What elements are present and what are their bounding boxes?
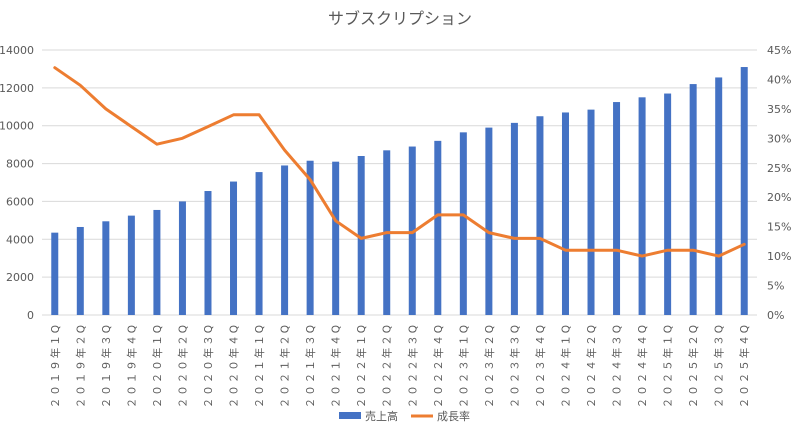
x-tick-label: ２０２１年４Q <box>330 323 343 408</box>
bar <box>127 215 135 315</box>
legend-swatch-sales <box>339 412 361 419</box>
x-tick-label: ２０１９年１Q <box>49 323 62 408</box>
y-left-tick-label: 12000 <box>0 82 34 95</box>
x-tick-label: ２０２２年３Q <box>406 323 419 408</box>
bar <box>638 97 646 315</box>
y-right-tick-label: 30% <box>767 132 791 145</box>
legend-label-growth: 成長率 <box>437 409 470 423</box>
bar <box>76 226 84 315</box>
y-axis-right: 0% 5% 10% 15% 20% 25% 30% 35% 40% 45% <box>767 44 791 322</box>
bar <box>255 172 263 315</box>
y-right-tick-label: 45% <box>767 44 791 57</box>
bar <box>485 127 493 315</box>
gridlines <box>42 49 757 316</box>
y-left-tick-label: 14000 <box>0 44 34 57</box>
x-tick-label: ２０２２年１Q <box>355 323 368 408</box>
bar <box>153 209 161 315</box>
y-left-tick-label: 8000 <box>6 158 34 171</box>
bar <box>408 146 416 315</box>
bar-series <box>51 67 748 316</box>
bar <box>332 161 340 315</box>
bar <box>230 181 238 315</box>
x-tick-label: ２０２５年２Q <box>687 323 700 408</box>
x-tick-label: ２０２４年４Q <box>636 323 649 408</box>
y-right-tick-label: 40% <box>767 73 791 86</box>
x-tick-label: ２０２１年１Q <box>253 323 266 408</box>
bar <box>459 132 467 315</box>
y-left-tick-label: 4000 <box>6 233 34 246</box>
y-right-tick-label: 35% <box>767 103 791 116</box>
bar <box>510 122 518 315</box>
y-right-tick-label: 5% <box>767 280 784 293</box>
bar <box>434 140 442 315</box>
bar <box>51 232 59 315</box>
x-tick-label: ２０２３年１Q <box>457 323 470 408</box>
bar <box>357 156 365 315</box>
x-tick-label: ２０２４年１Q <box>559 323 572 408</box>
y-right-tick-label: 15% <box>767 221 791 234</box>
bar <box>715 77 723 315</box>
bar <box>740 67 748 316</box>
line-series <box>53 66 746 258</box>
y-left-tick-label: 0 <box>27 309 34 322</box>
bar <box>281 165 289 315</box>
x-tick-label: ２０１９年４Q <box>125 323 138 408</box>
x-tick-label: ２０２０年２Q <box>176 323 189 408</box>
y-left-tick-label: 6000 <box>6 195 34 208</box>
x-tick-label: ２０２３年２Q <box>483 323 496 408</box>
x-tick-label: ２０２３年４Q <box>534 323 547 408</box>
bar <box>689 84 697 315</box>
legend-label-sales: 売上高 <box>365 409 398 423</box>
x-tick-label: ２０２１年３Q <box>304 323 317 408</box>
x-axis: ２０１９年１Q ２０１９年２Q ２０１９年３Q ２０１９年４Q ２０２０年１Q ２０２０年… <box>49 323 751 408</box>
bar <box>306 160 314 315</box>
legend: 売上高 成長率 <box>339 409 470 423</box>
bar <box>587 109 595 315</box>
x-tick-label: ２０２２年２Q <box>381 323 394 408</box>
y-left-tick-label: 2000 <box>6 271 34 284</box>
bar <box>664 93 672 316</box>
x-tick-label: ２０２４年２Q <box>585 323 598 408</box>
bar <box>613 102 621 315</box>
x-tick-label: ２０２４年３Q <box>611 323 624 408</box>
y-right-tick-label: 0% <box>767 309 784 322</box>
x-tick-label: ２０２０年３Q <box>202 323 215 408</box>
bar <box>536 116 544 315</box>
x-tick-label: ２０２５年１Q <box>662 323 675 408</box>
y-right-tick-label: 10% <box>767 250 791 263</box>
x-tick-label: ２０２１年２Q <box>279 323 292 408</box>
growth-rate-line <box>53 66 746 258</box>
y-right-tick-label: 25% <box>767 162 791 175</box>
x-tick-label: ２０２２年４Q <box>432 323 445 408</box>
y-axis-left: 0 2000 4000 6000 8000 10000 12000 14000 <box>0 44 34 322</box>
x-tick-label: ２０２０年４Q <box>228 323 241 408</box>
x-tick-label: ２０２０年１Q <box>151 323 164 408</box>
y-left-tick-label: 10000 <box>0 120 34 133</box>
x-tick-label: ２０２５年４Q <box>738 323 751 408</box>
chart-title: サブスクリプション <box>328 9 472 28</box>
y-right-tick-label: 20% <box>767 191 791 204</box>
x-tick-label: ２０２５年３Q <box>713 323 726 408</box>
x-tick-label: ２０２３年３Q <box>508 323 521 408</box>
bar <box>102 221 110 315</box>
x-tick-label: ２０１９年３Q <box>100 323 113 408</box>
bar <box>178 201 186 315</box>
x-tick-label: ２０１９年２Q <box>74 323 87 408</box>
bar <box>204 191 212 315</box>
bar <box>561 112 569 315</box>
